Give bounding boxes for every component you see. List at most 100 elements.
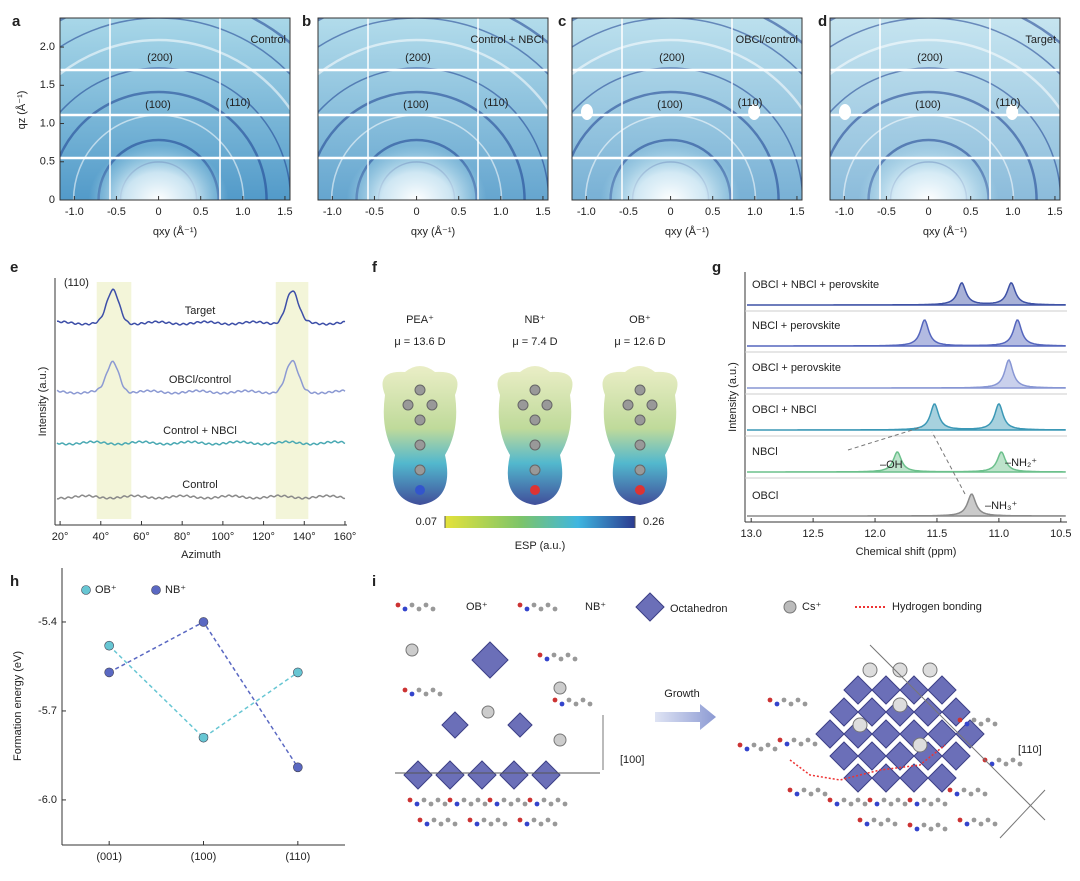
molecule-atom [548, 801, 554, 807]
series-line [108, 645, 299, 739]
point [104, 667, 114, 678]
giwaxs-image [318, 18, 548, 200]
molecule-atom [975, 787, 981, 793]
frame [829, 17, 1061, 201]
cs-ion [405, 643, 419, 657]
molecule-atom [487, 797, 493, 803]
frame [59, 17, 291, 201]
molecule-atom [538, 821, 544, 827]
series-label: OBCl/control [169, 374, 231, 386]
molecule-atom [402, 606, 408, 612]
x-tick-label: 12.0 [864, 528, 885, 540]
cs-ion [783, 600, 797, 614]
molecule-atom [985, 717, 991, 723]
y-tick-label: -5.7 [38, 705, 57, 717]
molecule-atom [957, 717, 963, 723]
legend-label: OB⁺ [466, 601, 488, 613]
growth-arrow [655, 704, 716, 730]
x-tick-label: -1.0 [835, 206, 854, 218]
x-tick-label: -0.5 [877, 206, 896, 218]
molecule-atom [494, 801, 500, 807]
x-tick-label: 10.5 [1050, 528, 1071, 540]
octahedron [885, 741, 915, 771]
molecule-atom [885, 817, 891, 823]
highlight [275, 282, 309, 519]
x-tick-label: 100° [211, 531, 234, 543]
legend-label: Cs⁺ [802, 601, 821, 613]
molecule-atom [855, 797, 861, 803]
octahedron [899, 675, 929, 705]
molecule-atom [874, 801, 880, 807]
panel-letter: a [12, 13, 21, 30]
x-tick-label: 80° [174, 531, 191, 543]
x-axis-label: qxy (Å⁻¹) [153, 225, 197, 238]
x-axis-label: qxy (Å⁻¹) [665, 225, 709, 238]
molecule-atom [423, 691, 429, 697]
molecule-atom [982, 791, 988, 797]
molecule-atom [537, 652, 543, 658]
octahedron [843, 763, 873, 793]
octahedron [955, 719, 985, 749]
peak-label: (110) [738, 97, 763, 109]
series-label: OBCl + perovskite [752, 362, 841, 374]
dipole: μ = 13.6 D [394, 336, 445, 348]
molecule-atom [996, 757, 1002, 763]
atom [530, 485, 540, 495]
series-label: NBCl [752, 446, 778, 458]
panel-letter: f [372, 259, 378, 276]
x-tick-label: -0.5 [619, 206, 638, 218]
octahedron [941, 697, 971, 727]
molecule-atom [402, 687, 408, 693]
molecule-atom [555, 797, 561, 803]
x-tick-label: 1.0 [1005, 206, 1020, 218]
octahedron [927, 763, 957, 793]
molecule-atom [802, 701, 808, 707]
frame [317, 17, 549, 201]
x-axis-label: Chemical shift (ppm) [856, 546, 957, 558]
octahedron [843, 675, 873, 705]
molecule-atom [468, 801, 474, 807]
direction-label: [100] [620, 754, 644, 766]
y-tick-label: 0 [49, 194, 55, 206]
molecule-atom [857, 817, 863, 823]
y-tick-label: 1.0 [40, 117, 55, 129]
molecule-atom [878, 821, 884, 827]
x-tick-label: 60° [133, 531, 150, 543]
molecule-atom [517, 602, 523, 608]
diffraction-ring [609, 138, 732, 200]
panel-letter: d [818, 13, 827, 30]
x-tick-label: 1.5 [535, 206, 550, 218]
molecule-atom [907, 822, 913, 828]
x-axis-label: qxy (Å⁻¹) [411, 225, 455, 238]
panel-letter: i [372, 573, 376, 590]
cs-ion [892, 662, 908, 678]
molecule-atom [978, 821, 984, 827]
point [198, 732, 209, 743]
octahedron [531, 760, 561, 790]
octahedron [927, 719, 957, 749]
x-tick-label: 1.5 [277, 206, 292, 218]
molecule-atom [524, 821, 530, 827]
point [104, 640, 114, 651]
x-tick-label: (001) [96, 851, 122, 863]
cs-ion [892, 697, 908, 713]
molecule-name: NB⁺ [524, 314, 545, 326]
molecule-atom [447, 797, 453, 803]
x-tick-label: -0.5 [107, 206, 126, 218]
molecule-atom [841, 797, 847, 803]
y-axis-label: Formation energy (eV) [12, 651, 24, 761]
octahedron [829, 697, 859, 727]
colorbar [445, 516, 635, 528]
molecule-atom [430, 606, 436, 612]
cs-ion [481, 705, 495, 719]
legend-label: Hydrogen bonding [892, 601, 982, 613]
spectrum [56, 359, 346, 395]
peak-label: (200) [147, 52, 173, 64]
atom [635, 485, 645, 495]
molecule-atom [964, 721, 970, 727]
molecule-atom [475, 797, 481, 803]
molecule-atom [545, 817, 551, 823]
molecule-atom [815, 787, 821, 793]
shift-arrow [847, 426, 923, 451]
